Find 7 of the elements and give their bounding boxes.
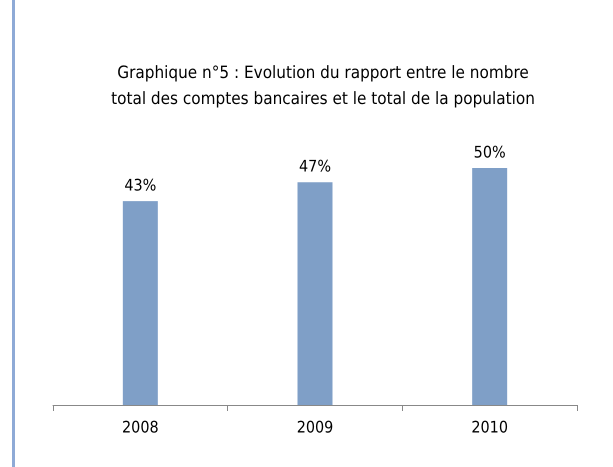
chart-title: Graphique n°5 : Evolution du rapport entre le nombre total des comptes bancaires et le total de la population xyxy=(111,63,535,109)
data-label: 43% xyxy=(124,176,156,195)
data-label: 47% xyxy=(299,156,331,176)
data-label: 50% xyxy=(474,142,506,162)
x-tick-label: 2008 xyxy=(122,418,159,436)
x-tick-label: 2010 xyxy=(471,418,508,436)
x-tick-label: 2009 xyxy=(296,418,334,436)
